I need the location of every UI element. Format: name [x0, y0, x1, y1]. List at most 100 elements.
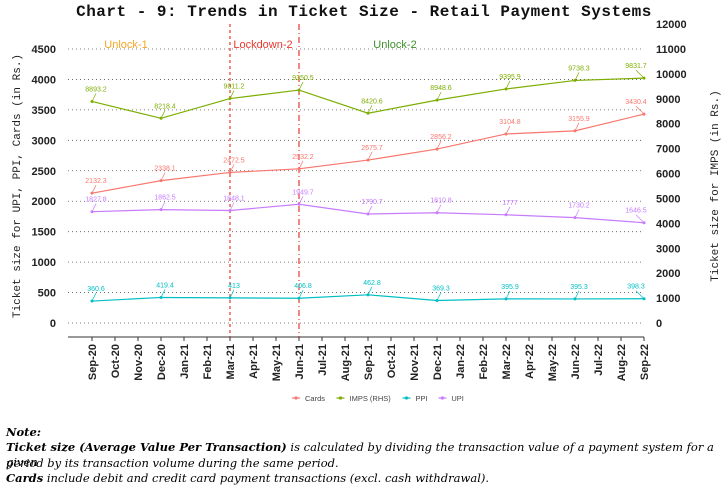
y2-tick-label: 3000 [656, 243, 680, 255]
data-label-leader [574, 209, 580, 218]
data-label: 9395.9 [499, 74, 521, 81]
y2-tick-label: 12000 [656, 19, 687, 31]
data-label: 395.9 [501, 284, 519, 291]
y2-tick-label: 10000 [656, 69, 687, 81]
data-label: 1862.5 [154, 195, 176, 202]
y2-tick-label: 4000 [656, 218, 680, 230]
line-chart: 0 500 1000 1500 2000 2500 3000 3500 4000 4500 0 100… [12, 19, 722, 403]
y2-tick-label: 5000 [656, 193, 680, 205]
phase-annotation: Unlock-2 [373, 39, 416, 51]
legend-label: IMPS (RHS) [350, 394, 392, 403]
data-label: 9738.3 [568, 65, 590, 72]
data-label-leader [160, 289, 166, 298]
x-tick-label: Aug-22 [616, 344, 628, 381]
y-tick-label: 1000 [32, 257, 56, 269]
data-label-leader [574, 122, 580, 131]
chart-title: Chart - 9: Trends in Ticket Size - Retai… [76, 3, 652, 21]
x-tick-label: Apr-22 [524, 344, 536, 379]
x-tick-label: Jun-22 [570, 344, 582, 379]
data-label-leader [160, 110, 166, 119]
x-tick-label: Dec-21 [432, 344, 444, 380]
y2-axis-label: Ticket size for IMPS (in Rs.) [710, 90, 722, 281]
data-label-leader [367, 151, 373, 161]
y2-tick-label: 8000 [656, 119, 680, 131]
x-tick-label: Sep-20 [87, 344, 99, 380]
y-tick-label: 500 [38, 288, 56, 300]
data-label: 360.6 [87, 286, 105, 293]
data-label: 462.8 [363, 280, 381, 287]
data-label-leader [367, 286, 373, 295]
data-label-leader [436, 91, 442, 101]
data-label-leader [574, 290, 580, 300]
data-label: 2472.5 [223, 157, 245, 164]
y2-tick-label: 7000 [656, 144, 680, 156]
y-tick-label: 0 [50, 318, 56, 330]
legend-marker [338, 396, 343, 400]
data-label-leader [298, 196, 304, 205]
data-label-leader [635, 214, 645, 223]
data-label-leader [229, 164, 235, 173]
x-tick-label: May-22 [547, 344, 559, 381]
x-tick-label: Nov-21 [409, 344, 421, 381]
data-label-leader [298, 81, 304, 91]
x-tick-label: Jun-21 [294, 344, 306, 379]
series-line-cards [91, 113, 645, 194]
data-label: 8420.6 [361, 98, 383, 105]
data-label-leader [91, 185, 97, 194]
y-tick-label: 2000 [32, 196, 56, 208]
y-tick-label: 3500 [32, 105, 56, 117]
x-tick-label: Nov-20 [133, 344, 145, 381]
data-label: 1646.5 [625, 208, 647, 215]
y2-tick-label: 0 [656, 318, 662, 330]
legend-marker [440, 396, 444, 400]
x-tick-label: May-21 [271, 344, 283, 381]
data-label: 9350.5 [292, 75, 314, 82]
data-label-leader [436, 204, 442, 213]
data-label-leader [635, 105, 645, 115]
data-label: 3155.9 [568, 116, 590, 123]
data-label: 419.4 [156, 282, 174, 289]
data-label-leader [229, 90, 235, 99]
data-label-leader [160, 172, 166, 181]
data-label-leader [160, 201, 166, 210]
data-label-leader [91, 93, 97, 102]
data-label: 406.8 [294, 283, 312, 290]
y2-tick-label: 9000 [656, 94, 680, 106]
x-tick-label: Aug-21 [340, 344, 352, 381]
legend-label: Cards [305, 394, 325, 403]
data-label: 395.3 [570, 284, 588, 291]
note-line-2: period by its transaction volume during … [6, 456, 339, 470]
data-label-leader [505, 290, 511, 300]
x-tick-label: Jul-21 [317, 344, 329, 376]
data-label: 3430.4 [625, 99, 647, 106]
y-tick-label: 4500 [32, 44, 56, 56]
phase-annotation: Unlock-1 [104, 39, 147, 51]
data-label: 8218.4 [154, 103, 176, 110]
y2-tick-label: 6000 [656, 169, 680, 181]
note-heading: Note: [6, 425, 42, 439]
data-label-leader [91, 203, 97, 212]
x-tick-label: Mar-21 [225, 344, 237, 379]
data-label: 9831.7 [625, 63, 647, 70]
x-tick-label: Apr-21 [248, 344, 260, 379]
note-line-3: Cards include debit and credit card paym… [6, 471, 490, 485]
y-tick-label: 1500 [32, 227, 56, 239]
x-tick-label: Sep-22 [639, 344, 651, 380]
data-label-leader [574, 72, 580, 81]
data-label: 1810.8 [430, 198, 452, 205]
data-label: 1730.2 [568, 203, 590, 210]
legend-label: PPI [416, 394, 428, 403]
data-label: 8893.2 [85, 86, 107, 93]
x-tick-label: Oct-21 [386, 344, 398, 378]
x-tick-label: Oct-20 [110, 344, 122, 378]
x-tick-label: Jan-21 [179, 344, 191, 379]
data-label: 1949.7 [292, 189, 314, 196]
data-label: 9011.2 [224, 84, 245, 91]
data-label-leader [635, 290, 645, 299]
data-label: 3104.8 [499, 119, 521, 126]
y-tick-label: 3000 [32, 135, 56, 147]
data-label-leader [436, 140, 442, 150]
data-label: 2338.1 [154, 166, 176, 173]
y-tick-label: 4000 [32, 74, 56, 86]
y-tick-label: 2500 [32, 166, 56, 178]
